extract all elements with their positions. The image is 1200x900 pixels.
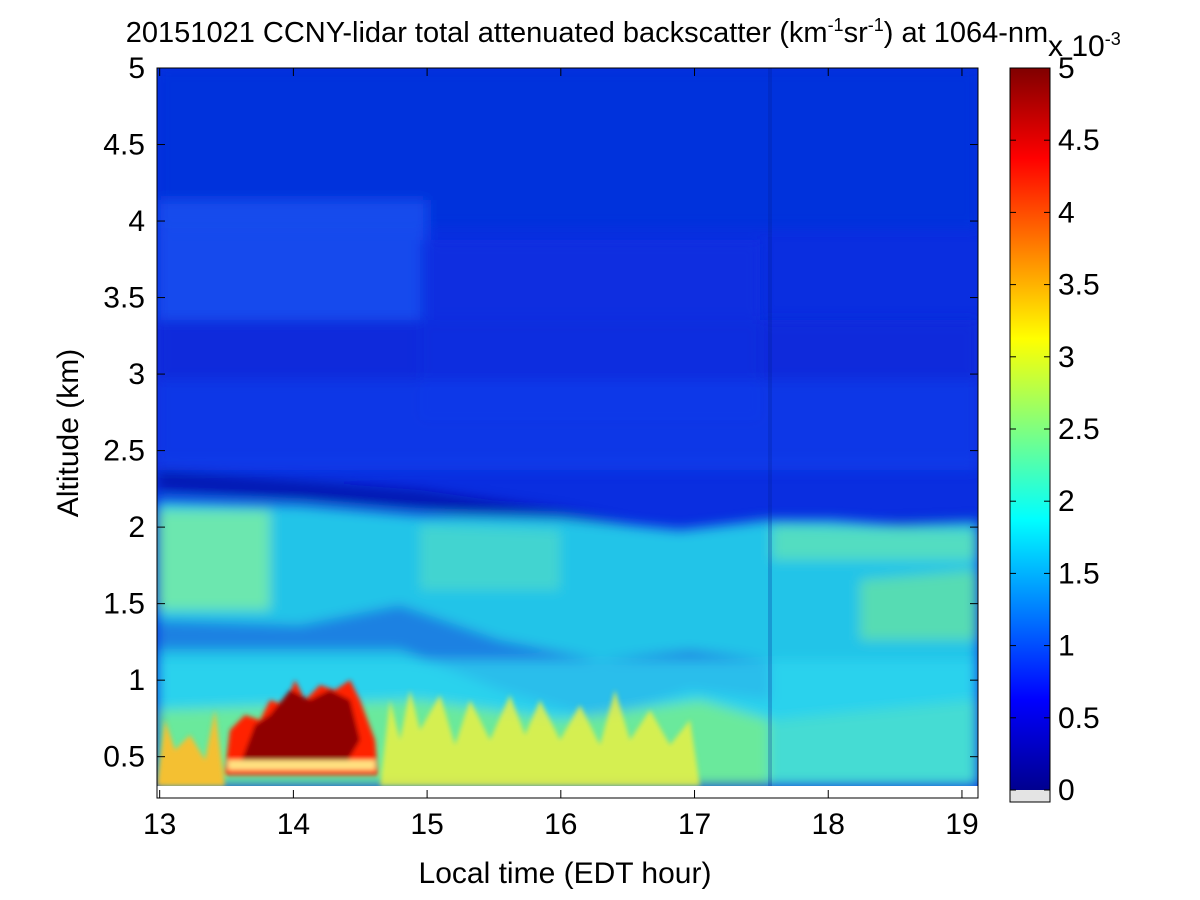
x-tick-label: 15	[410, 808, 443, 841]
x-tick-label: 17	[678, 808, 711, 841]
y-tick-label: 4.5	[103, 129, 145, 162]
y-tick-label: 5	[128, 52, 145, 85]
x-axis: 13 14 15 16 17 18 19	[143, 68, 979, 841]
colorbar-tick-label: 3.5	[1058, 269, 1100, 302]
y-tick-label: 3.5	[103, 282, 145, 315]
chart-title: 20151021 CCNY-lidar total attenuated bac…	[126, 15, 1048, 49]
colorbar-tick-label: 0	[1058, 774, 1075, 807]
colorbar-tick-label: 2	[1058, 485, 1075, 518]
colorbar-tick-label: 3	[1058, 341, 1075, 374]
colorbar-tick-label: 4	[1058, 196, 1075, 229]
backscatter-heatmap	[157, 68, 978, 786]
x-tick-label: 18	[812, 808, 845, 841]
y-tick-label: 1	[128, 664, 145, 697]
y-tick-label: 1.5	[103, 588, 145, 621]
x-axis-label: Local time (EDT hour)	[419, 857, 712, 890]
x-tick-label: 13	[143, 808, 176, 841]
colorbar-tick-label: 0.5	[1058, 702, 1100, 735]
colorbar-tick-label: 1	[1058, 630, 1075, 663]
y-tick-label: 2	[128, 511, 145, 544]
colorbar-tick-label: 4.5	[1058, 124, 1100, 157]
colorbar-multiplier: x 10-3	[1048, 29, 1121, 63]
x-tick-label: 14	[277, 808, 310, 841]
y-axis: 0.5 1 1.5 2 2.5 3 3.5 4 4.5 5	[103, 52, 978, 774]
y-tick-label: 2.5	[103, 435, 145, 468]
y-axis-label: Altitude (km)	[52, 349, 85, 517]
colorbar-tick-label: 1.5	[1058, 557, 1100, 590]
y-tick-label: 4	[128, 205, 145, 238]
colorbar-ticks: 0 0.5 1 1.5 2 2.5 3 3.5 4 4.5 5	[1010, 52, 1100, 807]
plot-frame	[156, 67, 979, 799]
colorbar-tick-label: 5	[1058, 52, 1075, 85]
y-tick-label: 0.5	[103, 741, 145, 774]
y-tick-label: 3	[128, 358, 145, 391]
x-tick-label: 16	[544, 808, 577, 841]
colorbar-tick-label: 2.5	[1058, 413, 1100, 446]
colorbar: 0 0.5 1 1.5 2 2.5 3 3.5 4 4.5 5 x 10-3	[1009, 29, 1121, 807]
x-tick-label: 19	[945, 808, 978, 841]
